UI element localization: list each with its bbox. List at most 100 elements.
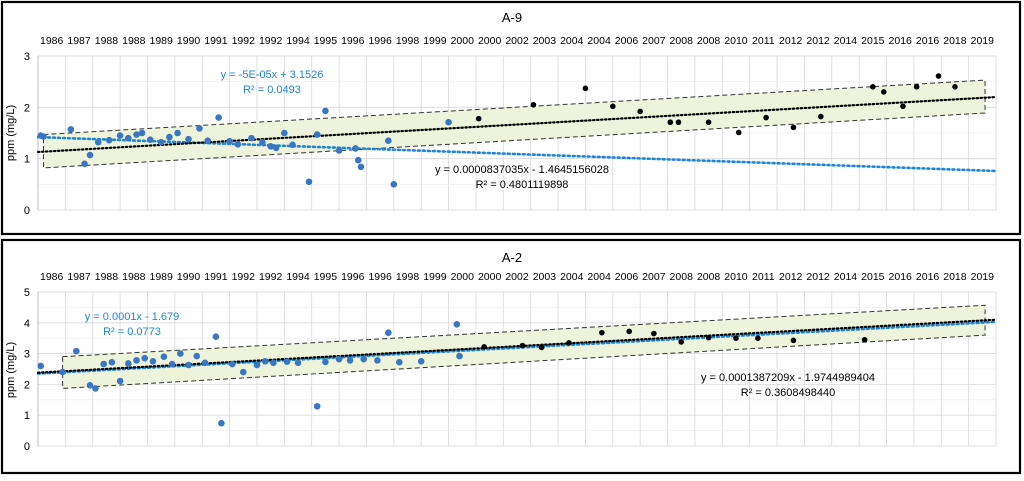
data-point-blue (59, 368, 66, 376)
data-point-blue (354, 156, 362, 164)
x-tick-label: 2016 (889, 271, 913, 283)
data-point-black (952, 84, 958, 90)
data-point-black (818, 113, 824, 120)
plot-area-a2: 1986 1987 1988 1988 1989 1990 1991 1992 1992 1994… (24, 271, 998, 453)
data-point-blue (272, 144, 280, 152)
x-tick-label: 1998 (396, 271, 420, 283)
x-tick-label: 1996 (368, 271, 392, 283)
x-tick-label: 1994 (286, 271, 310, 283)
data-point-blue (92, 385, 99, 392)
data-point-blue (352, 145, 359, 152)
x-tick-label: 2006 (615, 35, 639, 47)
x-tick-label: 2015 (861, 35, 885, 47)
data-point-blue (168, 360, 176, 368)
x-tick-label: 1987 (67, 271, 91, 283)
data-point-blue (396, 358, 403, 366)
x-tick-label: 1988 (95, 35, 119, 47)
data-point-blue (174, 129, 181, 137)
data-point-black (790, 337, 797, 344)
x-tick-label: 1988 (95, 271, 119, 283)
data-point-black (790, 124, 797, 131)
data-point-blue (116, 377, 124, 385)
trend-equation-black: y = 0.0001387209x - 1.9744989404 (701, 372, 875, 384)
y-tick-label: 0 (24, 205, 30, 217)
data-point-blue (313, 402, 321, 410)
x-tick-label: 1992 (232, 35, 256, 47)
data-point-blue (196, 125, 203, 132)
data-point-black (900, 103, 906, 110)
x-tick-label: 2000 (451, 271, 475, 283)
x-tick-label: 1989 (149, 271, 173, 283)
x-tick-label: 2019 (971, 271, 995, 283)
x-tick-label: 2015 (861, 271, 885, 283)
trendline-black (36, 318, 998, 374)
x-tick-label: 1990 (177, 271, 201, 283)
data-point-blue (67, 126, 75, 133)
data-point-blue (204, 137, 212, 144)
y-tick-label: 5 (24, 287, 30, 299)
data-point-blue (360, 355, 368, 363)
trend-equation-blue: y = -5E-05x + 3.1526 (221, 69, 324, 81)
data-point-black (519, 342, 526, 349)
data-point-blue (248, 134, 255, 142)
x-tick-label: 1990 (177, 35, 201, 47)
data-point-black (755, 335, 761, 342)
data-point-blue (270, 359, 277, 367)
data-point-black (675, 119, 682, 126)
data-point-black (735, 129, 742, 136)
data-point-black (880, 89, 887, 95)
data-point-blue (453, 321, 461, 328)
data-point-black (637, 108, 643, 115)
y-tick-label: 1 (24, 154, 30, 166)
trend-r2-blue: R² = 0.0773 (103, 326, 161, 338)
x-tick-label: 2003 (533, 271, 557, 283)
data-point-blue (289, 141, 296, 149)
x-tick-label: 2000 (478, 35, 502, 47)
data-point-blue (229, 360, 236, 368)
x-tick-label: 1999 (423, 35, 447, 47)
x-tick-label: 1989 (149, 35, 173, 47)
trendline-blue (36, 320, 998, 375)
data-point-blue (313, 131, 321, 138)
data-point-black (763, 114, 769, 121)
y-axis-label-a9: ppm (mg/L) (5, 105, 17, 161)
x-tick-label: 2018 (943, 35, 967, 47)
trend-r2-black: R² = 0.3608498440 (741, 387, 836, 399)
x-tick-label: 1988 (122, 35, 146, 47)
y-tick-label: 2 (24, 102, 30, 114)
data-point-blue (417, 358, 425, 365)
x-tick-label: 1986 (40, 35, 64, 47)
data-point-blue (86, 151, 94, 159)
data-point-blue (141, 354, 149, 362)
data-point-blue (305, 178, 313, 186)
data-point-blue (201, 359, 209, 367)
data-point-blue (105, 136, 113, 144)
data-point-black (610, 103, 616, 110)
trend-equation-black: y = 0.0000837035x - 1.4645156028 (435, 164, 609, 176)
data-point-blue (357, 163, 365, 171)
data-point-blue (185, 361, 192, 369)
data-point-blue (261, 358, 269, 365)
x-tick-label: 2019 (971, 35, 995, 47)
data-point-blue (193, 352, 201, 360)
chart-title-a9: A-9 (502, 10, 522, 25)
data-point-blue (138, 129, 146, 137)
data-point-blue (86, 382, 94, 389)
data-point-blue (335, 355, 343, 363)
data-point-blue (146, 136, 154, 143)
data-point-black (599, 329, 605, 336)
data-point-blue (385, 137, 392, 144)
data-point-blue (81, 160, 88, 168)
data-point-black (935, 73, 942, 79)
x-tick-label: 2014 (834, 35, 858, 47)
data-point-black (530, 101, 537, 108)
y-tick-label: 0 (24, 441, 30, 453)
x-tick-label: 1987 (67, 35, 91, 47)
data-point-blue (116, 132, 124, 139)
x-tick-label: 2008 (670, 271, 694, 283)
data-point-blue (445, 118, 452, 126)
x-tick-label: 1996 (368, 35, 392, 47)
x-tick-label: 2007 (642, 35, 666, 47)
data-point-blue (166, 133, 173, 141)
x-tick-label: 2004 (587, 35, 611, 47)
